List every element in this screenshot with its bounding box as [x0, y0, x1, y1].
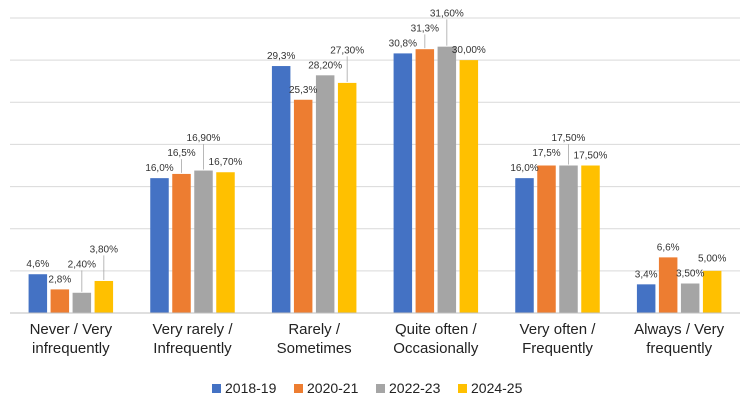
bar: [415, 49, 435, 313]
legend-item: 2020-21: [294, 380, 359, 396]
bar: [28, 274, 48, 313]
legend-label: 2022-23: [389, 380, 441, 396]
data-label: 3,4%: [635, 269, 658, 280]
data-label: 30,8%: [389, 38, 417, 49]
bar: [216, 172, 235, 313]
legend-label: 2024-25: [471, 380, 523, 396]
data-label: 17,5%: [532, 148, 560, 159]
data-label: 16,70%: [209, 157, 243, 168]
bar: [293, 99, 313, 313]
bar: [658, 257, 678, 313]
data-label: 28,20%: [308, 60, 342, 71]
data-label: 17,50%: [574, 151, 608, 162]
bar: [271, 66, 291, 314]
data-label: 17,50%: [552, 133, 586, 144]
legend-item: 2018-19: [212, 380, 277, 396]
bar: [172, 173, 191, 313]
legend-label: 2018-19: [225, 380, 277, 396]
x-tick-label: Rarely / Sometimes: [277, 321, 352, 357]
legend-item: 2024-25: [458, 380, 523, 396]
data-label-leader-lines: [81, 19, 569, 292]
data-label: 2,8%: [48, 274, 71, 285]
data-label: 16,0%: [510, 163, 538, 174]
legend-swatch: [212, 384, 221, 393]
bar: [194, 170, 213, 313]
data-label: 29,3%: [267, 51, 295, 62]
data-labels: 4,6% 2,8% 2,40% 3,80% 16,0% 16,5% 16,90% 16,70%…: [26, 8, 726, 285]
data-label: 25,3%: [289, 85, 317, 96]
legend-label: 2020-21: [307, 380, 359, 396]
data-label: 16,90%: [187, 133, 221, 144]
data-label: 31,60%: [430, 8, 464, 19]
data-label: 30,00%: [452, 45, 486, 56]
x-tick-label: Very rarely / Infrequently: [152, 321, 233, 357]
bar: [680, 283, 700, 313]
bar: [581, 165, 600, 313]
bar: [150, 178, 169, 313]
x-tick-label: Never / Very infrequently: [30, 321, 113, 357]
legend: 2018-19 2020-21 2022-23 2024-25: [212, 380, 523, 396]
bar: [559, 165, 578, 313]
data-label: 16,5%: [167, 148, 195, 159]
data-label: 3,50%: [676, 269, 704, 280]
x-tick-label: Very often / Frequently: [520, 321, 597, 357]
bar: [702, 270, 722, 313]
data-label: 5,00%: [698, 254, 726, 265]
bar: [437, 46, 457, 314]
bar: [72, 292, 92, 313]
data-label: 6,6%: [657, 242, 680, 253]
bar: [393, 53, 413, 314]
legend-swatch: [376, 384, 385, 393]
legend-swatch: [458, 384, 467, 393]
bar: [315, 75, 335, 313]
bar: [94, 280, 114, 313]
bar: [337, 82, 357, 314]
legend-item: 2022-23: [376, 380, 441, 396]
data-label: 27,30%: [330, 45, 364, 56]
data-label: 31,3%: [411, 23, 439, 34]
bar: [537, 165, 556, 313]
gridlines: [10, 17, 740, 272]
x-axis-tick-labels: Never / Very infrequently Very rarely / Inf…: [30, 321, 725, 357]
x-tick-label: Always / Very frequently: [634, 321, 725, 357]
data-label: 4,6%: [26, 259, 49, 270]
bars: [28, 46, 722, 314]
bar: [515, 178, 534, 313]
bar: [50, 289, 70, 313]
bar: [636, 284, 656, 313]
data-label: 16,0%: [145, 163, 173, 174]
x-tick-label: Quite often / Occasionally: [393, 321, 479, 357]
bar: [459, 60, 479, 314]
data-label: 2,40%: [68, 259, 96, 270]
data-label: 3,80%: [90, 244, 118, 255]
legend-swatch: [294, 384, 303, 393]
